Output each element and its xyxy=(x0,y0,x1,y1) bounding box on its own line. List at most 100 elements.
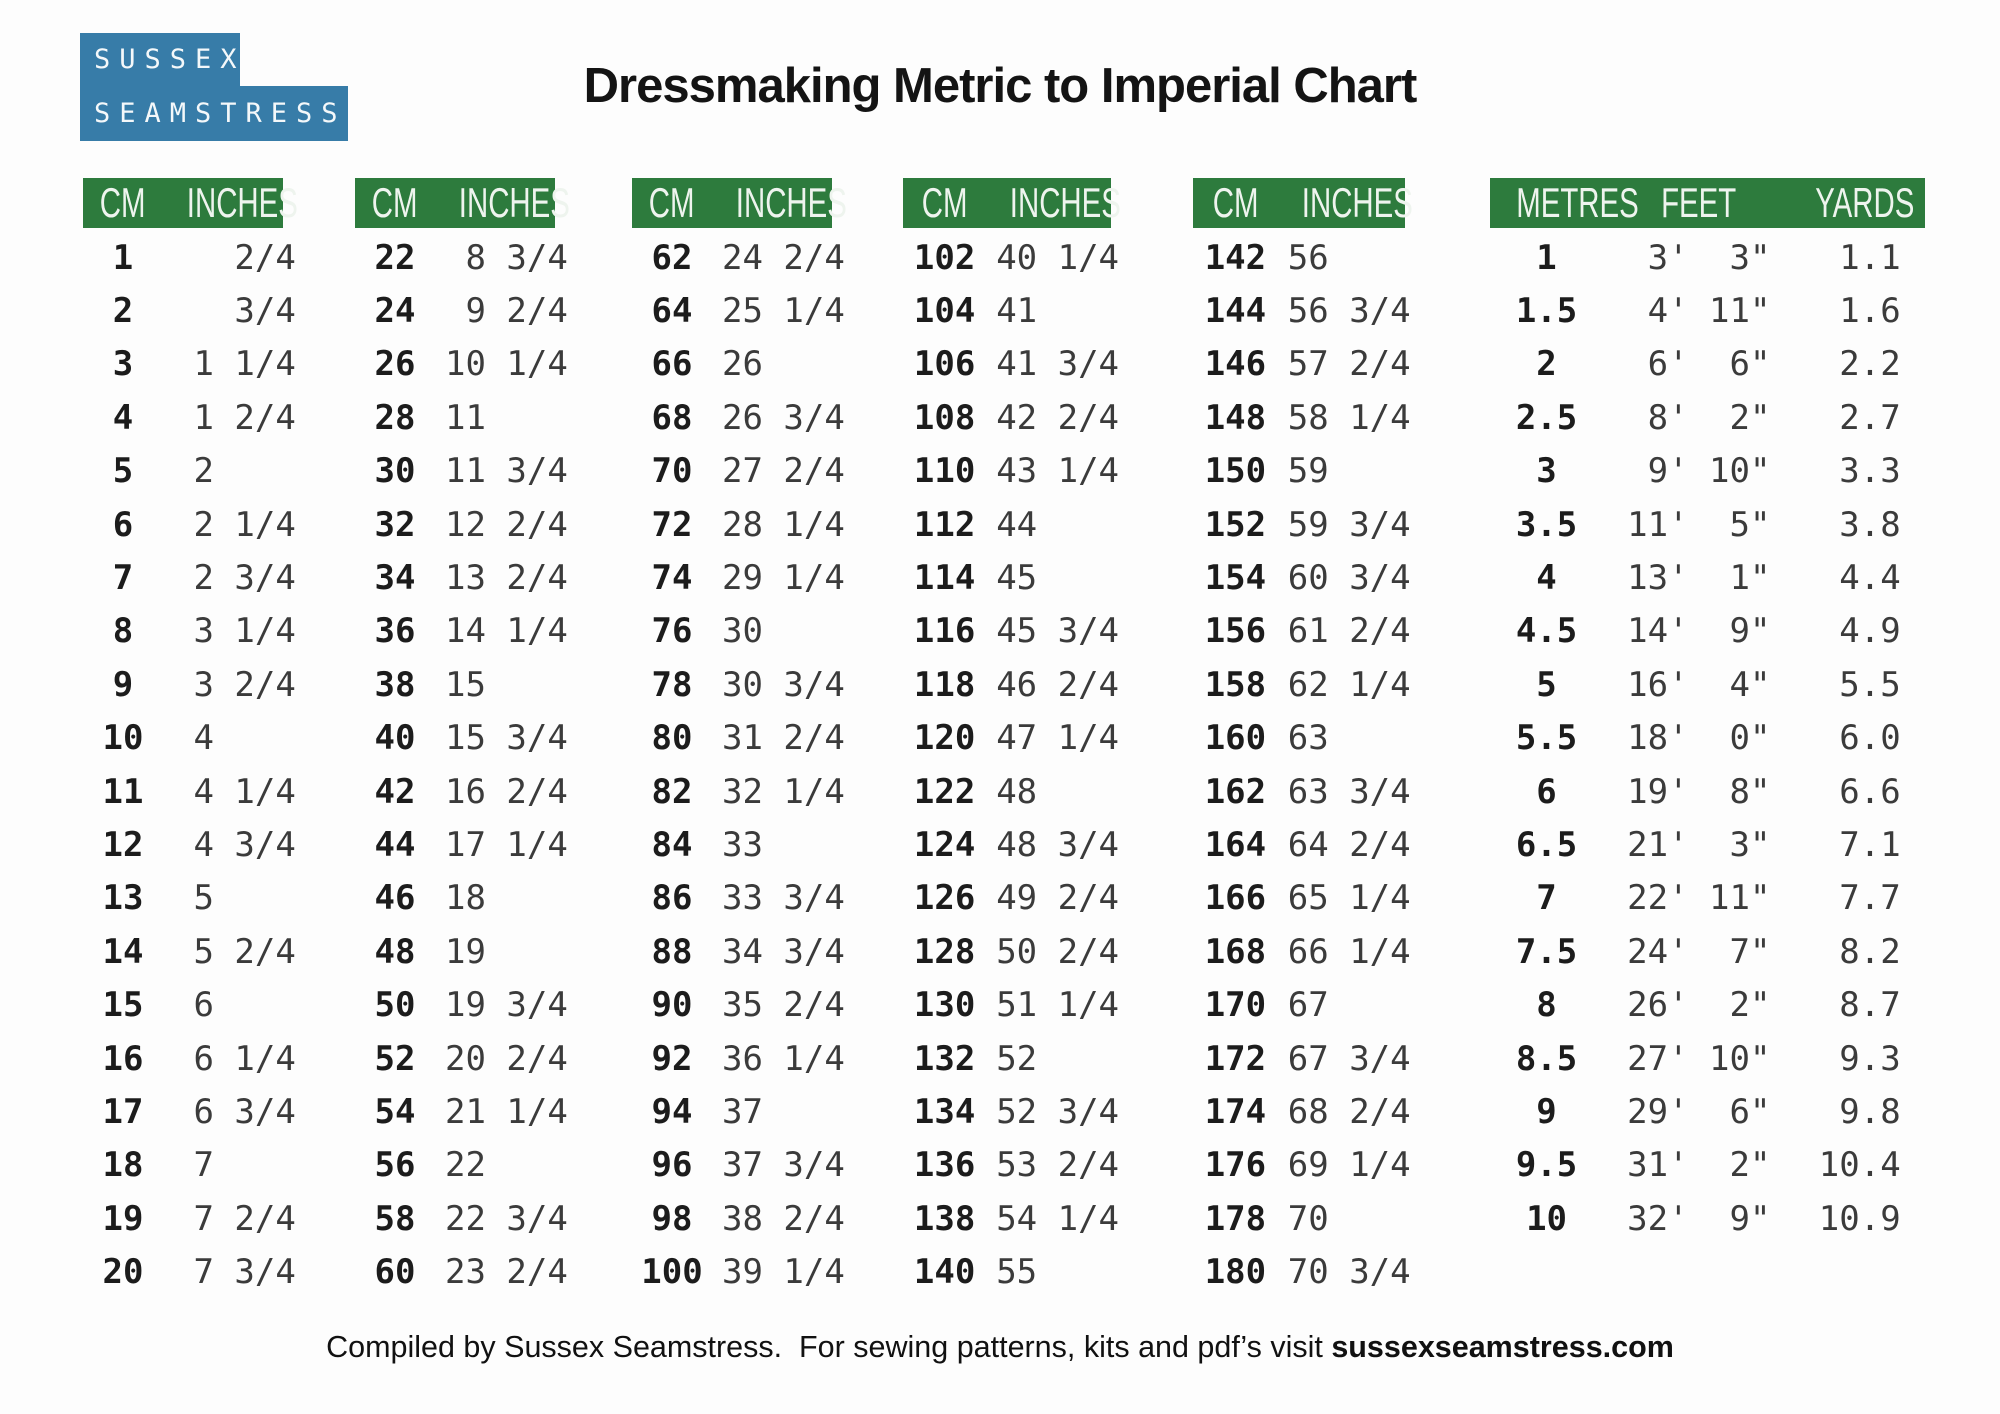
table-cell: 56 xyxy=(374,1145,416,1186)
table-cell: 120 xyxy=(913,718,976,759)
column-header: INCHES xyxy=(458,179,570,226)
table-cell: 66 1/4 xyxy=(1287,931,1411,972)
table-row: 22 8 3/4 xyxy=(355,231,568,284)
table-cell: 61 2/4 xyxy=(1287,611,1411,652)
table-cell: 7 3/4 xyxy=(173,1252,296,1293)
table-cell: 19 xyxy=(102,1198,144,1239)
table-cell: 4' 11" xyxy=(1627,291,1771,332)
table-cell: 106 xyxy=(913,344,976,385)
table-body: 62 24 2/4 64 25 1/4 66 26 68 26 3/4 70 27 2/4 72 28… xyxy=(632,228,845,1299)
table-cell: 11' 5" xyxy=(1627,504,1771,545)
table-cell: 35 2/4 xyxy=(722,985,845,1026)
column-header: INCHES xyxy=(1009,179,1122,226)
table-cell: 110 xyxy=(913,451,976,492)
table-row: 96 37 3/4 xyxy=(632,1139,845,1192)
table-cell: 174 xyxy=(1204,1091,1267,1132)
table-cell: 4.9 xyxy=(1818,611,1901,652)
table-cell: 134 xyxy=(913,1091,976,1132)
table-cell: 130 xyxy=(913,985,976,1026)
table-row: 4.5 14' 9" 4.9 xyxy=(1490,605,1925,658)
table-row: 138 54 1/4 xyxy=(903,1192,1119,1245)
table-cell: 88 xyxy=(651,931,693,972)
table-cell: 6 xyxy=(112,504,134,545)
table-cell: 6 1/4 xyxy=(173,1038,296,1079)
table-row: 1 3' 3" 1.1 xyxy=(1490,231,1925,284)
table-cell: 48 xyxy=(374,931,416,972)
table-cell: 30 xyxy=(374,451,416,492)
table-cell: 4.4 xyxy=(1818,558,1901,599)
table-cell: 144 xyxy=(1204,291,1267,332)
table-row: 34 13 2/4 xyxy=(355,551,568,604)
table-cell: 18' 0" xyxy=(1627,718,1771,759)
table-row: 126 49 2/4 xyxy=(903,872,1119,925)
table-row: 4 13' 1" 4.4 xyxy=(1490,551,1925,604)
table-cell: 38 xyxy=(374,664,416,705)
table-row: 136 53 2/4 xyxy=(903,1139,1120,1192)
table-row: 102 40 1/4 xyxy=(903,231,1119,284)
table-cell: 1.6 xyxy=(1818,291,1901,332)
table-cell: 45 xyxy=(996,558,1038,599)
column-header: INCHES xyxy=(735,179,847,226)
table-cell: 67 3/4 xyxy=(1287,1038,1411,1079)
table-cell: 1 2/4 xyxy=(173,397,296,438)
table-row: 3 9' 10" 3.3 xyxy=(1490,445,1925,498)
table-cell: 38 2/4 xyxy=(722,1198,845,1239)
table-cell: 150 xyxy=(1204,451,1267,492)
table-cell: 7.7 xyxy=(1818,878,1901,919)
table-cell: 63 xyxy=(1287,718,1329,759)
table-row: 82 32 1/4 xyxy=(632,765,845,818)
table-cell: 10 xyxy=(1526,1198,1568,1239)
table-row: 28 11 xyxy=(355,391,555,444)
table-row: 118 46 2/4 xyxy=(903,658,1119,711)
table-cell: 41 xyxy=(996,291,1038,332)
table-cell: 55 xyxy=(996,1252,1038,1293)
table-cell: 50 xyxy=(374,985,416,1026)
table-cell: 4.5 xyxy=(1515,611,1578,652)
table-cell: 108 xyxy=(913,397,976,438)
table-row: 3 1 1/4 xyxy=(83,338,296,391)
table-cell: 6 xyxy=(173,985,214,1026)
table-row: 164 64 2/4 xyxy=(1193,818,1411,871)
table-cell: 40 xyxy=(374,718,416,759)
table-cell: 2 xyxy=(112,291,134,332)
table-cell: 37 xyxy=(722,1091,763,1132)
table-cell: 3 xyxy=(1536,451,1557,492)
table-row: 74 29 1/4 xyxy=(632,551,845,604)
table-cell: 22 3/4 xyxy=(445,1198,568,1239)
table-cell: 24 2/4 xyxy=(722,237,845,278)
table-cell: 80 xyxy=(651,718,693,759)
table-cell: 47 1/4 xyxy=(996,718,1120,759)
table-cell: 122 xyxy=(913,771,976,812)
table-cell: 6.0 xyxy=(1818,718,1901,759)
table-row: 68 26 3/4 xyxy=(632,391,845,444)
table-cell: 27' 10" xyxy=(1627,1038,1771,1079)
table-row: 132 52 xyxy=(903,1032,1111,1085)
table-cell: 78 xyxy=(651,664,693,705)
table-row: 170 67 xyxy=(1193,978,1405,1031)
table-cell: 59 xyxy=(1287,451,1329,492)
table-cell: 84 xyxy=(651,824,693,865)
table-cell: 43 1/4 xyxy=(996,451,1120,492)
table-body: 22 8 3/4 24 9 2/4 26 10 1/4 28 11 30 11 3/4 32 12… xyxy=(355,228,568,1299)
table-cell: 3.3 xyxy=(1818,451,1901,492)
table-cell: 11 xyxy=(445,397,486,438)
table-cell: 11 xyxy=(102,771,144,812)
table-cell: 170 xyxy=(1204,985,1267,1026)
table-cell: 4 xyxy=(112,397,134,438)
table-cell: 16 xyxy=(102,1038,144,1079)
table-cell: 7 xyxy=(112,558,134,599)
table-cell: 70 3/4 xyxy=(1287,1252,1411,1293)
table-row: 84 33 xyxy=(632,818,832,871)
table-cell: 5 2/4 xyxy=(173,931,296,972)
table-cell: 24 xyxy=(374,291,416,332)
table-cell: 59 3/4 xyxy=(1287,504,1411,545)
table-cell: 18 xyxy=(445,878,486,919)
cm-inches-table-2: CM INCHES 22 8 3/4 24 9 2/4 26 10 1/4 28 11 30 1… xyxy=(355,178,570,1299)
table-cell: 152 xyxy=(1204,504,1267,545)
table-cell: 70 xyxy=(651,451,693,492)
table-cell: 56 3/4 xyxy=(1287,291,1411,332)
table-cell: 53 2/4 xyxy=(996,1145,1120,1186)
table-cell: 10.9 xyxy=(1818,1198,1901,1239)
table-cell: 23 2/4 xyxy=(445,1252,568,1293)
table-cell: 138 xyxy=(913,1198,976,1239)
